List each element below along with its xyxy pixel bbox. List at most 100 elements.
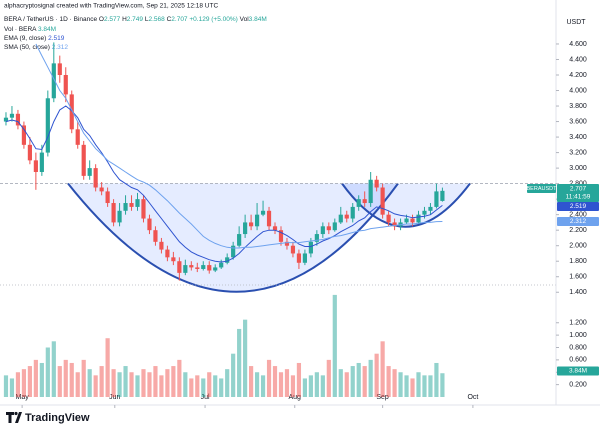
volume-bar: [141, 369, 146, 397]
y-tick-label: 4.200: [569, 72, 587, 79]
candle-body: [219, 262, 224, 268]
sma-badge-bg: [557, 217, 599, 226]
volume-bar: [75, 372, 80, 397]
candle-body: [278, 230, 284, 242]
volume-bar: [87, 369, 92, 397]
candle-body: [272, 226, 278, 231]
y-tick-label: 2.200: [569, 227, 587, 234]
countdown: 11:41:59: [566, 194, 591, 201]
volume-bar: [207, 372, 212, 397]
candle-body: [75, 129, 80, 145]
volume-bar: [201, 378, 206, 397]
volume-bar: [111, 369, 116, 397]
x-tick-label: Jul: [201, 394, 210, 401]
volume-bar: [243, 319, 248, 397]
candle-body: [332, 222, 337, 231]
candle-body: [302, 253, 307, 263]
candle-body: [254, 214, 260, 227]
candle-body: [260, 210, 266, 215]
candle-body: [374, 179, 379, 188]
y-tick-label: 4.000: [569, 87, 587, 94]
candle-body: [39, 152, 44, 172]
candle-body: [135, 199, 140, 207]
volume-bar: [404, 375, 409, 397]
close-value: 2.707: [171, 16, 188, 23]
candle-body: [45, 98, 50, 153]
volume-bar: [380, 341, 385, 397]
volume-bar: [69, 362, 74, 397]
volume-bar: [129, 372, 134, 397]
candle-body: [213, 267, 218, 271]
y-tick-label: 3.400: [569, 134, 587, 141]
candle-body: [183, 265, 188, 273]
legend-name: Vol · BERA: [4, 26, 37, 33]
y-tick-label: 1.800: [569, 258, 587, 265]
volume-bar: [189, 378, 194, 397]
volume-bar: [278, 372, 284, 397]
y-tick-label: 3.200: [569, 149, 587, 156]
ema-legend: EMA (9, close) 2.519: [4, 35, 65, 42]
candle-body: [69, 94, 74, 130]
volume-bar: [219, 378, 224, 397]
ohlc-label: O: [99, 16, 104, 23]
symbol-legend: BERA / TetherUS · 1D · Binance O2.577 H2…: [4, 16, 267, 23]
volume-bar: [344, 372, 349, 397]
candle-body: [9, 113, 15, 118]
currency: USDT: [566, 19, 586, 26]
volume-bar: [302, 378, 307, 397]
candle-body: [326, 226, 331, 231]
volume-bar: [21, 369, 27, 397]
sma-badge: 2.312: [570, 218, 587, 225]
volume-bar: [254, 372, 260, 397]
candle-body: [368, 179, 373, 204]
volume-bar: [3, 375, 9, 397]
volume-bar: [99, 366, 104, 397]
y2-tick-label: 0.800: [569, 344, 587, 351]
y-tick-label: 1.600: [569, 274, 587, 281]
y2-tick-label: 1.200: [569, 320, 587, 327]
y-tick-label: 2.400: [569, 212, 587, 219]
candle-body: [87, 168, 92, 176]
candle-body: [350, 206, 355, 219]
ohlc-label: L: [145, 16, 149, 23]
candle-body: [171, 257, 176, 262]
volume-bar: [398, 372, 403, 397]
candle-body: [422, 210, 427, 215]
candle-body: [416, 214, 421, 223]
attribution: alphacryptosignal created with TradingVi…: [4, 3, 218, 10]
volume-bar: [57, 366, 62, 397]
candle-body: [296, 253, 302, 263]
volume-bar: [33, 359, 38, 397]
ohlc-label: H: [122, 16, 127, 23]
candle-body: [15, 113, 21, 126]
volume-bar: [428, 375, 433, 397]
candle-body: [225, 257, 230, 263]
candle-body: [177, 261, 182, 273]
candle-body: [51, 63, 56, 99]
volume-bar: [350, 366, 355, 397]
y2-tick-label: 1.000: [569, 332, 587, 339]
volume-legend: Vol · BERA 3.84M: [4, 26, 56, 33]
y2-tick-label: 0.200: [569, 381, 587, 388]
change: +0.129 (+5.00%): [189, 16, 237, 23]
candle-body: [123, 203, 128, 211]
candle-body: [195, 267, 200, 269]
candle-body: [207, 265, 212, 271]
legend-value: 2.519: [48, 35, 65, 42]
volume-bar: [39, 362, 44, 397]
volume-bar: [386, 366, 391, 397]
volume-bar: [434, 362, 439, 397]
candle-body: [344, 214, 349, 219]
y-tick-label: 2.800: [569, 180, 587, 187]
volume-bar: [51, 341, 56, 397]
volume-bar: [81, 359, 86, 397]
volume-value: 3.84M: [249, 16, 267, 23]
candle-body: [410, 218, 415, 223]
volume-bar: [225, 369, 230, 397]
legend-value: 3.84M: [38, 26, 56, 33]
logo-mark: [6, 412, 22, 423]
candle-body: [290, 245, 296, 254]
volume-bar: [9, 378, 15, 397]
candle-body: [249, 222, 254, 227]
